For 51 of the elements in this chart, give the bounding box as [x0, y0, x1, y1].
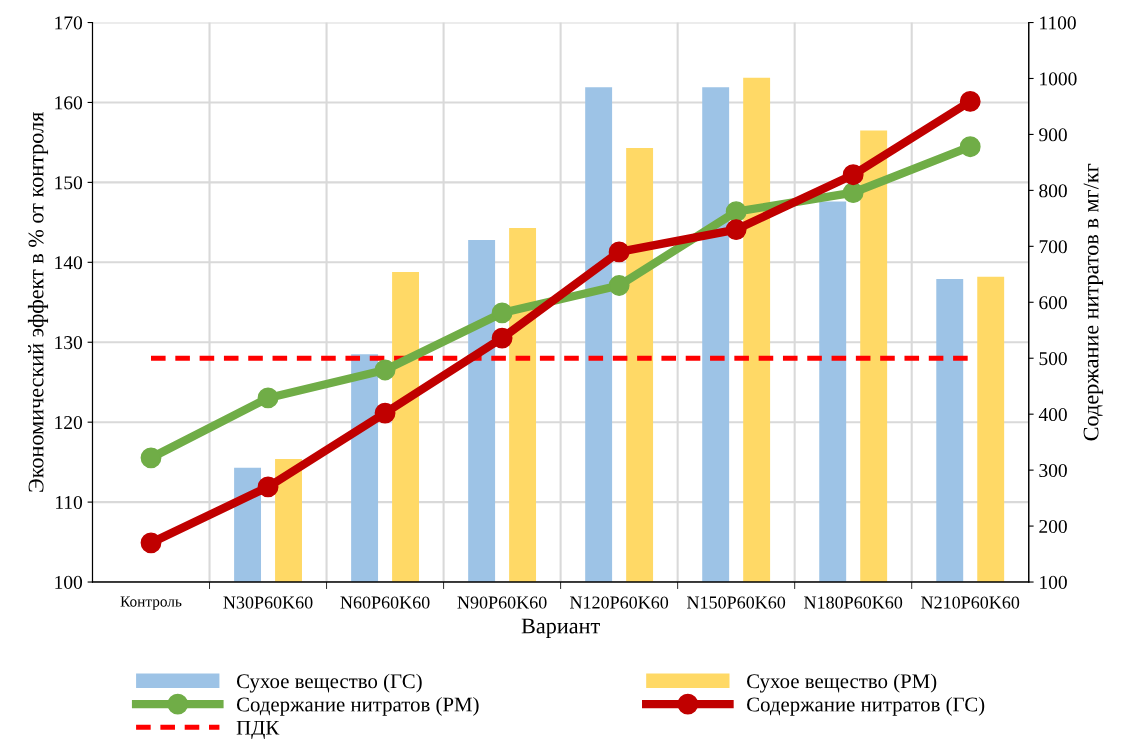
- y-tick-label: 140: [55, 256, 83, 270]
- y2-tick-label: 100: [1040, 575, 1067, 589]
- y2-tick-label: 1100: [1040, 16, 1076, 30]
- point: [842, 182, 864, 204]
- point: [959, 91, 981, 112]
- point: [257, 476, 279, 498]
- x-tick-label: N90P60K60: [457, 596, 547, 609]
- y2-tick-label: 600: [1039, 296, 1067, 310]
- point: [374, 359, 396, 381]
- y2-axis-title: Содержание нитратов в мг/кг: [1083, 163, 1104, 441]
- legend-label: Сухое вещество (ГС): [236, 673, 422, 693]
- y2-tick-label: 300: [1039, 463, 1067, 478]
- legend-label: Содержание нитратов (ГС): [747, 696, 985, 716]
- point: [491, 327, 513, 349]
- x-tick-label: Контроль: [120, 596, 182, 610]
- point: [140, 447, 162, 469]
- point: [725, 219, 747, 240]
- y2-tick-label: 1000: [1040, 72, 1077, 86]
- x-tick-label: N210P60K60: [921, 596, 1020, 609]
- point: [491, 302, 513, 324]
- point: [374, 402, 396, 424]
- x-tick-label: N30P60K60: [223, 596, 313, 609]
- y-tick-label: 160: [55, 96, 83, 110]
- y-tick-label: 120: [55, 415, 83, 430]
- y-tick-label: 100: [55, 575, 83, 589]
- y-tick-label: 170: [55, 16, 83, 30]
- y-tick-label: 110: [56, 495, 83, 510]
- y2-tick-label: 900: [1039, 128, 1067, 142]
- x-axis-title: Вариант: [521, 618, 600, 638]
- legend-label: Сухое вещество (РМ): [747, 673, 937, 693]
- y-tick-label: 130: [55, 336, 83, 350]
- point: [959, 136, 981, 158]
- y2-tick-label: 400: [1038, 407, 1067, 422]
- point: [608, 275, 630, 296]
- y2-tick-label: 800: [1039, 184, 1067, 198]
- legend-label: ПДК: [236, 720, 280, 739]
- x-tick-label: N180P60K60: [804, 596, 903, 609]
- point: [257, 387, 279, 409]
- y2-tick-label: 500: [1039, 352, 1067, 366]
- y2-tick-label: 700: [1039, 240, 1067, 254]
- y2-tick-label: 200: [1039, 519, 1067, 534]
- point: [725, 201, 747, 223]
- x-tick-label: N60P60K60: [340, 596, 430, 609]
- y-axis-title: Экономический эффект в % от контроля: [27, 112, 49, 492]
- y-tick-label: 150: [55, 176, 83, 190]
- x-tick-label: N150P60K60: [687, 596, 786, 609]
- point: [140, 532, 162, 554]
- point: [608, 241, 630, 263]
- point: [842, 164, 864, 186]
- legend-label: Содержание нитратов (РМ): [236, 696, 479, 716]
- x-tick-label: N120P60K60: [569, 596, 669, 609]
